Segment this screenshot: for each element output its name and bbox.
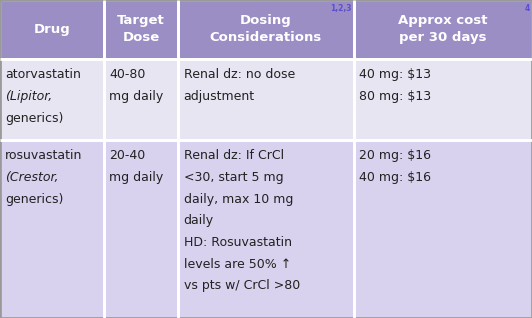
Text: mg daily: mg daily [109,90,163,103]
Text: 40 mg: $13: 40 mg: $13 [359,68,431,81]
Text: (Lipitor,: (Lipitor, [5,90,53,103]
FancyBboxPatch shape [104,140,178,318]
FancyBboxPatch shape [354,59,532,140]
FancyBboxPatch shape [354,0,532,59]
Text: mg daily: mg daily [109,171,163,184]
Text: daily: daily [184,214,214,227]
FancyBboxPatch shape [354,140,532,318]
FancyBboxPatch shape [0,59,104,140]
Text: Target
Dose: Target Dose [117,14,165,45]
Text: adjustment: adjustment [184,90,255,103]
Text: HD: Rosuvastatin: HD: Rosuvastatin [184,236,292,249]
FancyBboxPatch shape [178,140,354,318]
Text: 20-40: 20-40 [109,149,145,162]
Text: 1,2,3: 1,2,3 [330,4,352,13]
FancyBboxPatch shape [104,59,178,140]
Text: daily, max 10 mg: daily, max 10 mg [184,193,293,206]
FancyBboxPatch shape [0,0,104,59]
Text: Drug: Drug [34,23,70,36]
Text: generics): generics) [5,112,64,125]
Text: 40 mg: $16: 40 mg: $16 [359,171,431,184]
Text: rosuvastatin: rosuvastatin [5,149,82,162]
Text: Dosing
Considerations: Dosing Considerations [210,14,322,45]
Text: Renal dz: If CrCl: Renal dz: If CrCl [184,149,284,162]
Text: (Crestor,: (Crestor, [5,171,59,184]
Text: Renal dz: no dose: Renal dz: no dose [184,68,295,81]
Text: 20 mg: $16: 20 mg: $16 [359,149,431,162]
Text: Approx cost
per 30 days: Approx cost per 30 days [398,14,488,45]
Text: 4: 4 [525,4,530,13]
Text: atorvastatin: atorvastatin [5,68,81,81]
Text: <30, start 5 mg: <30, start 5 mg [184,171,283,184]
Text: levels are 50% ↑: levels are 50% ↑ [184,258,291,271]
Text: vs pts w/ CrCl >80: vs pts w/ CrCl >80 [184,279,300,292]
Text: generics): generics) [5,193,64,206]
Text: 40-80: 40-80 [109,68,145,81]
Text: 80 mg: $13: 80 mg: $13 [359,90,431,103]
FancyBboxPatch shape [0,140,104,318]
FancyBboxPatch shape [178,59,354,140]
FancyBboxPatch shape [104,0,178,59]
FancyBboxPatch shape [178,0,354,59]
